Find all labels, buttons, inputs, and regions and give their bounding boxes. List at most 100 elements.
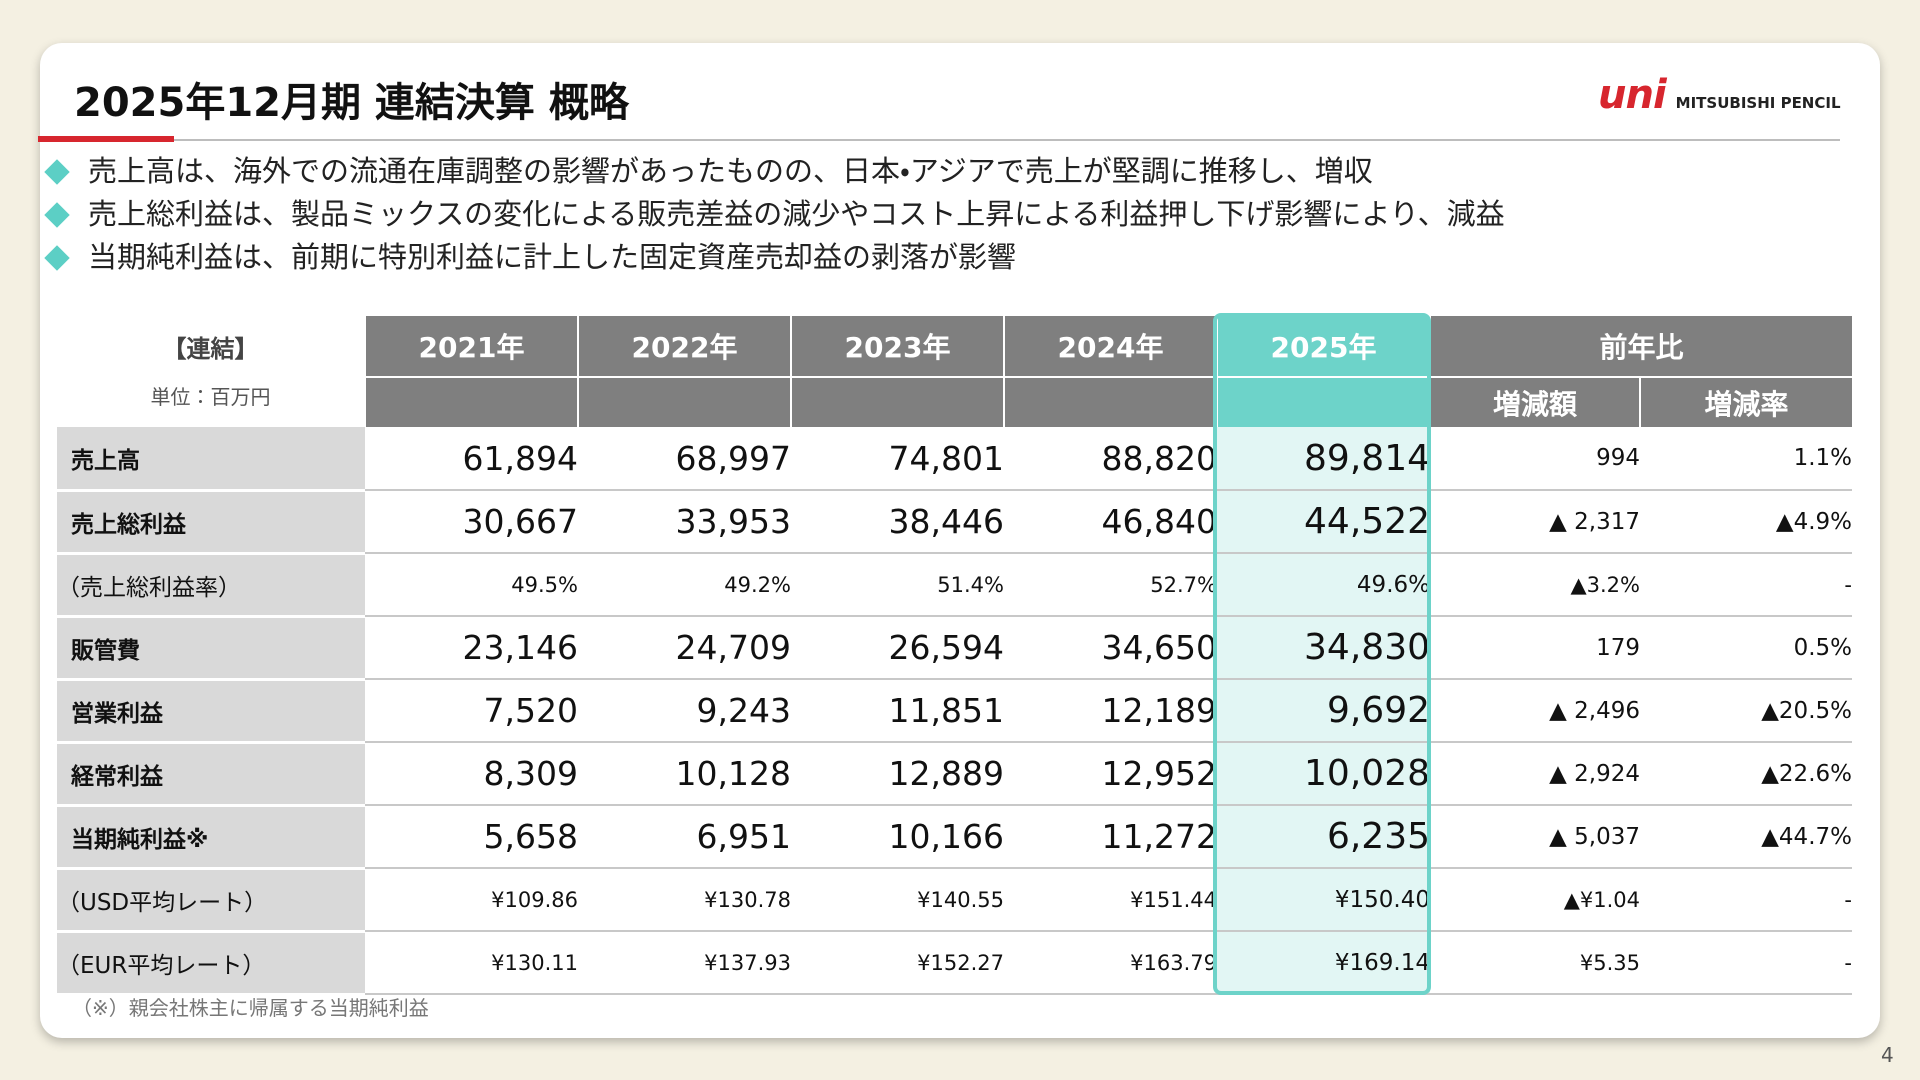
cell: ¥140.55 xyxy=(791,868,1004,932)
column-header: 2022年 xyxy=(577,316,791,377)
column-header: 2021年 xyxy=(364,316,578,377)
cell: 8,309 xyxy=(365,742,578,806)
cell: 52.7% xyxy=(1004,553,1217,617)
cell: 23,146 xyxy=(365,616,578,680)
cell: ▲ 2,924 xyxy=(1430,742,1640,806)
cell: ¥151.44 xyxy=(1004,868,1217,932)
cell: ▲20.5% xyxy=(1640,679,1852,743)
cell: 7,520 xyxy=(365,679,578,743)
cell: 33,953 xyxy=(578,490,791,554)
row-label: （USD平均レート） xyxy=(57,868,365,933)
cell: - xyxy=(1640,931,1852,995)
column-header: 2023年 xyxy=(790,316,1004,377)
bullet-list: 売上高は、海外での流通在庫調整の影響があったものの、日本・アジアで売上が堅調に推… xyxy=(46,150,1505,279)
cell: - xyxy=(1640,553,1852,617)
subheader-row: 単位：百万円 増減額 増減率 xyxy=(57,376,1852,427)
cell: 12,952 xyxy=(1004,742,1217,806)
cell: ▲4.9% xyxy=(1640,490,1852,554)
cell: 74,801 xyxy=(791,427,1004,491)
cell: 24,709 xyxy=(578,616,791,680)
cell: 26,594 xyxy=(791,616,1004,680)
cell: 34,650 xyxy=(1004,616,1217,680)
cell: 10,028 xyxy=(1217,742,1430,806)
subcolumn-header: 増減額 xyxy=(1429,376,1640,427)
column-header: 2024年 xyxy=(1003,316,1217,377)
cell: ¥163.79 xyxy=(1004,931,1217,995)
header-blank xyxy=(577,376,791,427)
cell: ¥150.40 xyxy=(1217,868,1430,932)
cell: ¥137.93 xyxy=(578,931,791,995)
cell: 89,814 xyxy=(1217,427,1430,491)
data-row: （USD平均レート） ¥109.86 ¥130.78 ¥140.55 ¥151.44 ¥1… xyxy=(57,868,1852,933)
data-row: 売上高 61,894 68,997 74,801 88,820 89,814 994 1.1% xyxy=(57,427,1852,492)
cell: 44,522 xyxy=(1217,490,1430,554)
data-row: （EUR平均レート） ¥130.11 ¥137.93 ¥152.27 ¥163.79 ¥1… xyxy=(57,931,1852,996)
data-row: 当期純利益※ 5,658 6,951 10,166 11,272 6,235 ▲ 5,037… xyxy=(57,805,1852,870)
header-blank xyxy=(1216,376,1430,427)
header-row: 【連結】 2021年 2022年 2023年 2024年 2025年 前年比 xyxy=(57,316,1852,377)
data-row: （売上総利益率） 49.5% 49.2% 51.4% 52.7% 49.6% ▲3.2% - xyxy=(57,553,1852,618)
cell: 30,667 xyxy=(365,490,578,554)
cell: 49.5% xyxy=(365,553,578,617)
column-header: 2025年 xyxy=(1216,316,1430,377)
slide-title: 2025年12月期 連結決算 概略 xyxy=(74,80,629,126)
cell: ▲ 5,037 xyxy=(1430,805,1640,869)
cell: 10,166 xyxy=(791,805,1004,869)
header-blank xyxy=(1003,376,1217,427)
cell: 0.5% xyxy=(1640,616,1852,680)
header-blank xyxy=(364,376,578,427)
cell: 46,840 xyxy=(1004,490,1217,554)
cell: ¥130.11 xyxy=(365,931,578,995)
cell: ¥169.14 xyxy=(1217,931,1430,995)
cell: 51.4% xyxy=(791,553,1004,617)
cell: 6,235 xyxy=(1217,805,1430,869)
cell: 38,446 xyxy=(791,490,1004,554)
footnote: （※）親会社株主に帰属する当期純利益 xyxy=(72,996,429,1020)
cell: 9,692 xyxy=(1217,679,1430,743)
unit-label: 単位：百万円 xyxy=(150,385,271,409)
data-row: 売上総利益 30,667 33,953 38,446 46,840 44,522 ▲ 2,3… xyxy=(57,490,1852,555)
cell: 5,658 xyxy=(365,805,578,869)
cell: - xyxy=(1640,868,1852,932)
row-label: 当期純利益※ xyxy=(57,805,365,870)
corner-label: 【連結】 xyxy=(162,335,259,363)
logo: uni MITSUBISHI PENCIL xyxy=(1598,72,1841,118)
cell: 11,272 xyxy=(1004,805,1217,869)
cell: 179 xyxy=(1430,616,1640,680)
cell: 11,851 xyxy=(791,679,1004,743)
bullet: 売上高は、海外での流通在庫調整の影響があったものの、日本・アジアで売上が堅調に推… xyxy=(46,150,1505,193)
cell: 49.2% xyxy=(578,553,791,617)
cell: 6,951 xyxy=(578,805,791,869)
cell: 9,243 xyxy=(578,679,791,743)
title-rule xyxy=(40,139,1840,141)
bullet: 当期純利益は、前期に特別利益に計上した固定資産売却益の剥落が影響 xyxy=(46,236,1505,279)
cell: 34,830 xyxy=(1217,616,1430,680)
cell: ▲¥1.04 xyxy=(1430,868,1640,932)
subcolumn-header: 増減率 xyxy=(1639,376,1852,427)
cell: 61,894 xyxy=(365,427,578,491)
title-accent xyxy=(38,136,174,142)
cell: 88,820 xyxy=(1004,427,1217,491)
row-label: 経常利益 xyxy=(57,742,365,807)
cell: 49.6% xyxy=(1217,553,1430,617)
page-number: 4 xyxy=(1881,1043,1894,1067)
cell: ¥109.86 xyxy=(365,868,578,932)
bullet: 売上総利益は、製品ミックスの変化による販売差益の減少やコスト上昇による利益押し下… xyxy=(46,193,1505,236)
cell: ▲ 2,317 xyxy=(1430,490,1640,554)
row-label: 販管費 xyxy=(57,616,365,681)
cell: ¥130.78 xyxy=(578,868,791,932)
cell: ▲3.2% xyxy=(1430,553,1640,617)
row-label: 営業利益 xyxy=(57,679,365,744)
data-row: 販管費 23,146 24,709 26,594 34,650 34,830 179 0.5% xyxy=(57,616,1852,681)
cell: ▲ 2,496 xyxy=(1430,679,1640,743)
cell: 12,889 xyxy=(791,742,1004,806)
column-header: 前年比 xyxy=(1429,316,1852,377)
cell: 1.1% xyxy=(1640,427,1852,491)
row-label: 売上高 xyxy=(57,427,365,492)
cell: 12,189 xyxy=(1004,679,1217,743)
cell: ▲44.7% xyxy=(1640,805,1852,869)
cell: ¥152.27 xyxy=(791,931,1004,995)
logo-text: MITSUBISHI PENCIL xyxy=(1675,94,1841,112)
row-label: （EUR平均レート） xyxy=(57,931,365,996)
